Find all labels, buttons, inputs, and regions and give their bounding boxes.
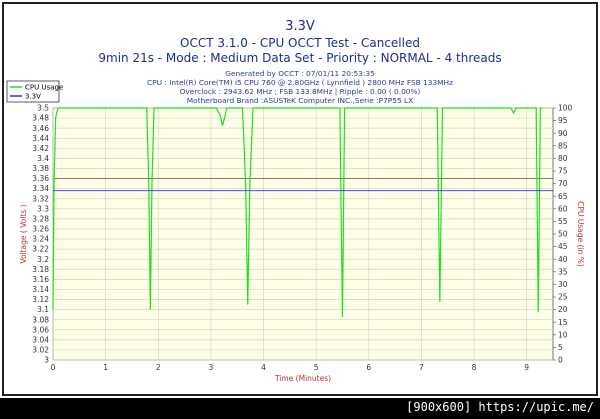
y-tick-label: 3.24 <box>32 235 49 244</box>
y2-axis-label: CPU Usage (in %) <box>576 201 585 267</box>
info-line-2: CPU : Intel(R) Core(TM) i5 CPU 760 @ 2.8… <box>147 78 453 87</box>
y-tick-label: 3.14 <box>32 285 49 294</box>
x-tick-label: 1 <box>103 363 108 372</box>
y-tick-label: 3.08 <box>32 315 49 324</box>
y-tick-label: 3.02 <box>32 346 49 355</box>
y2-tick-label: 10 <box>558 330 568 339</box>
y2-tick-label: 40 <box>558 255 568 264</box>
y-tick-label: 3.28 <box>32 214 49 223</box>
y2-tick-label: 85 <box>558 141 568 150</box>
y-tick-label: 3.38 <box>32 164 49 173</box>
y2-tick-label: 25 <box>558 293 568 302</box>
y-tick-label: 3.06 <box>32 325 49 334</box>
y-tick-label: 3.42 <box>32 144 49 153</box>
y-tick-label: 3.16 <box>32 275 49 284</box>
x-tick-label: 0 <box>51 363 56 372</box>
info-line-3: Overclock : 2943.62 MHz ; FSB 133.8MHz |… <box>180 87 421 96</box>
chart-frame: 3.3V OCCT 3.1.0 - CPU OCCT Test - Cancel… <box>0 0 600 398</box>
y2-tick-label: 60 <box>558 204 568 213</box>
y2-tick-label: 95 <box>558 116 568 125</box>
chart-svg: 3.3V OCCT 3.1.0 - CPU OCCT Test - Cancel… <box>2 2 598 396</box>
x-tick-label: 6 <box>366 363 371 372</box>
x-tick-label: 8 <box>472 363 477 372</box>
y2-tick-label: 80 <box>558 154 568 163</box>
y-tick-label: 3.4 <box>37 154 49 163</box>
chart-subtitle-2: 9min 21s - Mode : Medium Data Set - Prio… <box>98 51 501 65</box>
series-layer <box>52 107 553 318</box>
y2-tick-label: 20 <box>558 305 568 314</box>
y2-tick-label: 0 <box>558 356 563 365</box>
y-tick-label: 3.1 <box>37 305 49 314</box>
y-tick-label: 3.12 <box>32 295 49 304</box>
y2-tick-label: 100 <box>558 104 573 113</box>
info-line-1: Generated by OCCT : 07/01/11 20:53:35 <box>225 69 375 78</box>
chart-legend: CPU Usage 3.3V <box>6 80 63 103</box>
y2-tick-label: 75 <box>558 167 568 176</box>
y2-tick-label: 5 <box>558 343 563 352</box>
x-tick-label: 4 <box>261 363 266 372</box>
y2-tick-label: 30 <box>558 280 568 289</box>
y-tick-label: 3.34 <box>32 184 49 193</box>
x-tick-label: 7 <box>419 363 424 372</box>
chart-subtitle-1: OCCT 3.1.0 - CPU OCCT Test - Cancelled <box>180 36 420 50</box>
y-tick-label: 3.48 <box>32 114 49 123</box>
y2-tick-label: 65 <box>558 192 568 201</box>
x-tick-label: 2 <box>156 363 161 372</box>
y-tick-label: 3.18 <box>32 265 49 274</box>
footer-bar: [900x600] https://upic.me/ <box>0 398 600 419</box>
info-line-4: Motherboard Brand :ASUSTeK Computer INC.… <box>187 96 413 105</box>
y-tick-label: 3.22 <box>32 245 49 254</box>
y2-tick-label: 70 <box>558 179 568 188</box>
y-tick-label: 3.36 <box>32 174 49 183</box>
y-tick-label: 3 <box>44 356 49 365</box>
y-tick-label: 3.3 <box>37 204 49 213</box>
y-axis-label: Voltage ( Volts ) <box>19 204 28 263</box>
y2-tick-label: 90 <box>558 129 568 138</box>
series-line-cpu-usage <box>52 107 543 318</box>
y-tick-label: 3.32 <box>32 194 49 203</box>
y2-tick-label: 15 <box>558 318 568 327</box>
legend-label-cpu-usage: CPU Usage <box>25 84 63 92</box>
x-tick-label: 3 <box>209 363 214 372</box>
footer-text: [900x600] https://upic.me/ <box>406 400 594 414</box>
legend-label-3v3: 3.3V <box>25 93 41 101</box>
y-tick-label: 3.26 <box>32 225 49 234</box>
y2-tick-label: 55 <box>558 217 568 226</box>
grid <box>52 107 553 361</box>
y-tick-label: 3.44 <box>32 134 49 143</box>
x-tick-label: 9 <box>524 363 529 372</box>
y-tick-label: 3.04 <box>32 335 49 344</box>
y-tick-label: 3.2 <box>37 255 49 264</box>
y2-tick-label: 50 <box>558 230 568 239</box>
y-tick-label: 3.46 <box>32 124 49 133</box>
plot-area <box>52 107 554 361</box>
tick-labels: 3.53.483.463.443.423.43.383.363.343.323.… <box>32 104 572 372</box>
y2-tick-label: 35 <box>558 267 568 276</box>
chart-title: 3.3V <box>285 19 315 34</box>
y-tick-label: 3.5 <box>37 104 49 113</box>
y2-tick-label: 45 <box>558 242 568 251</box>
x-tick-label: 5 <box>314 363 319 372</box>
x-axis-label: Time (Minutes) <box>274 374 331 383</box>
